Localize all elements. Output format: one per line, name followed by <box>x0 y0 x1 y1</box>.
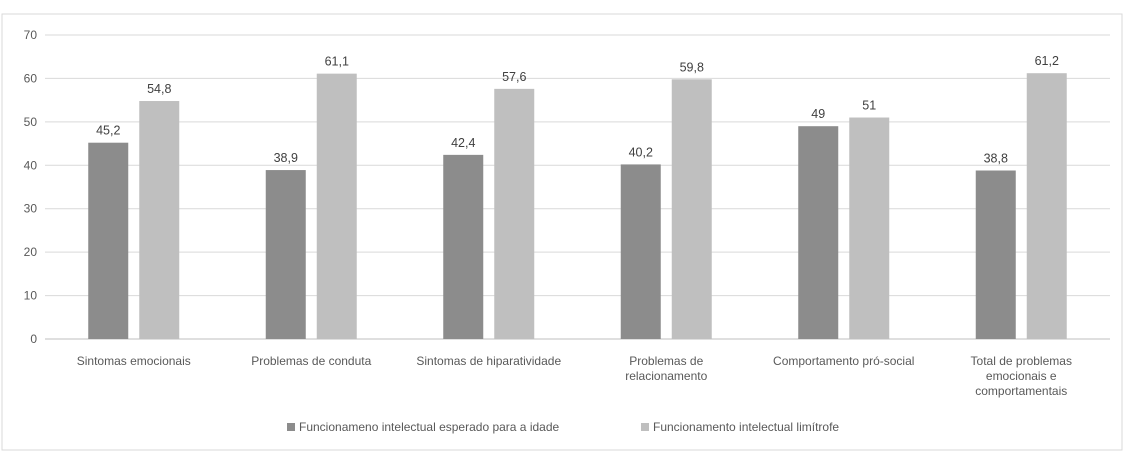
y-tick-label: 0 <box>30 332 37 346</box>
y-tick-label: 30 <box>24 202 38 216</box>
bar-series-1 <box>620 164 661 339</box>
data-label: 38,9 <box>274 151 298 165</box>
legend: Funcionameno intelectual esperado para a… <box>287 420 839 434</box>
data-label: 54,8 <box>147 82 171 96</box>
category-label-line: Total de problemas <box>971 354 1072 368</box>
chart-border <box>1 13 1123 451</box>
bar-series-1 <box>798 126 839 339</box>
y-tick-label: 50 <box>24 115 38 129</box>
data-label: 61,1 <box>325 55 349 69</box>
y-tick-label: 10 <box>24 289 38 303</box>
category-label-line: emocionais e <box>986 369 1057 383</box>
category-label-line: Sintomas de hiparatividade <box>416 354 561 368</box>
bars <box>88 73 1067 340</box>
category-label: Sintomas de hiparatividade <box>416 354 561 368</box>
category-label: Sintomas emocionais <box>77 354 191 368</box>
category-label: Comportamento pró-social <box>773 354 914 368</box>
data-label: 45,2 <box>96 124 120 138</box>
category-label-line: Problemas de <box>629 354 703 368</box>
bar-series-2 <box>849 117 890 339</box>
legend-swatch <box>641 423 649 431</box>
data-label: 40,2 <box>629 145 653 159</box>
bar-series-1 <box>88 142 129 339</box>
bar-series-2 <box>671 79 712 339</box>
y-tick-label: 40 <box>24 158 38 172</box>
category-label-line: comportamentais <box>975 384 1067 398</box>
category-label-line: Problemas de conduta <box>251 354 371 368</box>
bar-series-2 <box>139 101 180 339</box>
data-label: 49 <box>811 107 825 121</box>
legend-entry: Funcionameno intelectual esperado para a… <box>299 420 560 434</box>
data-label: 38,8 <box>984 151 1008 165</box>
category-label-line: relacionamento <box>625 369 707 383</box>
y-tick-label: 60 <box>24 71 38 85</box>
category-label: Problemas de conduta <box>251 354 371 368</box>
y-tick-label: 70 <box>24 28 38 42</box>
legend-swatch <box>287 423 295 431</box>
bar-series-2 <box>494 88 535 339</box>
data-label: 59,8 <box>680 60 704 74</box>
category-labels: Sintomas emocionais Problemas de conduta S… <box>77 354 1072 398</box>
y-axis-ticks: 0 10 20 30 40 50 60 70 <box>24 28 38 346</box>
y-tick-label: 20 <box>24 245 38 259</box>
data-label: 57,6 <box>502 70 526 84</box>
data-label: 51 <box>862 99 876 113</box>
bar-series-2 <box>316 73 357 339</box>
bar-series-1 <box>443 154 484 339</box>
legend-entry: Funcionamento intelectual limítrofe <box>653 420 839 434</box>
category-label-line: Sintomas emocionais <box>77 354 191 368</box>
data-label: 61,2 <box>1035 54 1059 68</box>
data-labels: 45,2 54,8 38,9 61,1 42,4 57,6 40,2 59,8 49 51 38,8… <box>96 54 1059 165</box>
category-label-line: Comportamento pró-social <box>773 354 914 368</box>
bar-series-1 <box>975 170 1016 339</box>
category-label: Total de problemas emocionais e comportame… <box>971 354 1072 398</box>
category-label: Problemas de relacionamento <box>625 354 707 383</box>
bar-series-1 <box>265 170 306 339</box>
bar-series-2 <box>1026 73 1067 340</box>
gridlines <box>45 34 1110 340</box>
data-label: 42,4 <box>451 136 475 150</box>
